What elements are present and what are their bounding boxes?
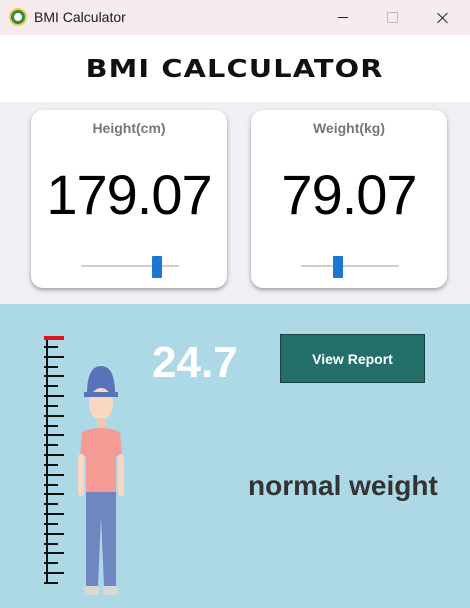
ruler-tick	[44, 463, 58, 466]
page-title: BMI CALCULATOR	[86, 54, 384, 83]
ruler-tick	[44, 552, 64, 555]
figure-neck	[97, 418, 105, 428]
figure-pants	[86, 492, 116, 586]
app-header: BMI CALCULATOR	[0, 35, 470, 102]
window-title: BMI Calculator	[34, 9, 126, 25]
title-bar: BMI Calculator	[0, 0, 470, 35]
height-ruler	[0, 304, 80, 608]
bmi-status: normal weight	[248, 470, 438, 501]
ruler-tick	[44, 582, 58, 584]
figure-left-arm	[78, 454, 84, 496]
figure-cap	[87, 366, 115, 394]
maximize-icon	[386, 12, 398, 23]
ruler-tick	[44, 562, 58, 565]
close-icon	[437, 12, 449, 24]
ruler-tick	[44, 385, 58, 388]
ruler-tick	[44, 414, 64, 417]
ruler-tick	[44, 542, 58, 545]
figure-right-arm	[118, 454, 124, 496]
ruler-tick	[44, 345, 58, 348]
ruler-tick	[44, 454, 64, 457]
ruler-tick	[44, 355, 64, 358]
weight-slider-track[interactable]	[301, 265, 399, 267]
weight-label: Weight(kg)	[312, 120, 386, 136]
bmi-value: 24.7	[152, 338, 238, 387]
close-button[interactable]	[420, 0, 466, 35]
ruler-tick	[44, 473, 64, 476]
minimize-button[interactable]	[320, 0, 366, 35]
height-value: 179.07	[46, 163, 212, 226]
ruler-tick	[44, 375, 64, 378]
figure-left-shoe	[84, 586, 99, 595]
maximize-button[interactable]	[369, 0, 415, 35]
ruler-tick	[44, 503, 58, 506]
ruler-tick	[44, 483, 58, 486]
height-label: Height(cm)	[92, 120, 166, 136]
weight-card: Weight(kg) 79.07	[251, 110, 447, 288]
weight-slider-thumb[interactable]	[333, 256, 344, 278]
minimize-icon	[338, 17, 348, 18]
ruler-tick	[44, 513, 64, 516]
view-report-button[interactable]: View Report	[280, 334, 425, 383]
person-figure	[78, 366, 124, 595]
figure-cap-brim	[84, 392, 118, 397]
figure-right-shoe	[103, 586, 118, 595]
ruler-tick	[44, 424, 58, 427]
ruler-tick	[44, 404, 58, 407]
ruler-tick	[44, 395, 64, 398]
height-slider-track[interactable]	[81, 265, 179, 267]
ruler-tick	[44, 365, 58, 368]
height-slider-thumb[interactable]	[152, 256, 163, 278]
ruler-tick	[44, 572, 64, 575]
ruler-line	[46, 338, 48, 584]
ruler-marker	[44, 336, 64, 340]
figure-shirt	[80, 428, 122, 492]
result-panel: 24.7 View Report normal weight	[0, 304, 470, 608]
height-card: Height(cm) 179.07	[31, 110, 227, 288]
ruler-tick	[44, 522, 58, 525]
ruler-tick	[44, 444, 58, 447]
ruler-tick	[44, 493, 64, 496]
ruler-tick	[44, 434, 64, 437]
weight-value: 79.07	[281, 163, 417, 226]
app-icon	[9, 8, 27, 26]
ruler-tick	[44, 532, 64, 535]
input-panel: Height(cm) 179.07 Weight(kg) 79.07	[0, 102, 470, 304]
